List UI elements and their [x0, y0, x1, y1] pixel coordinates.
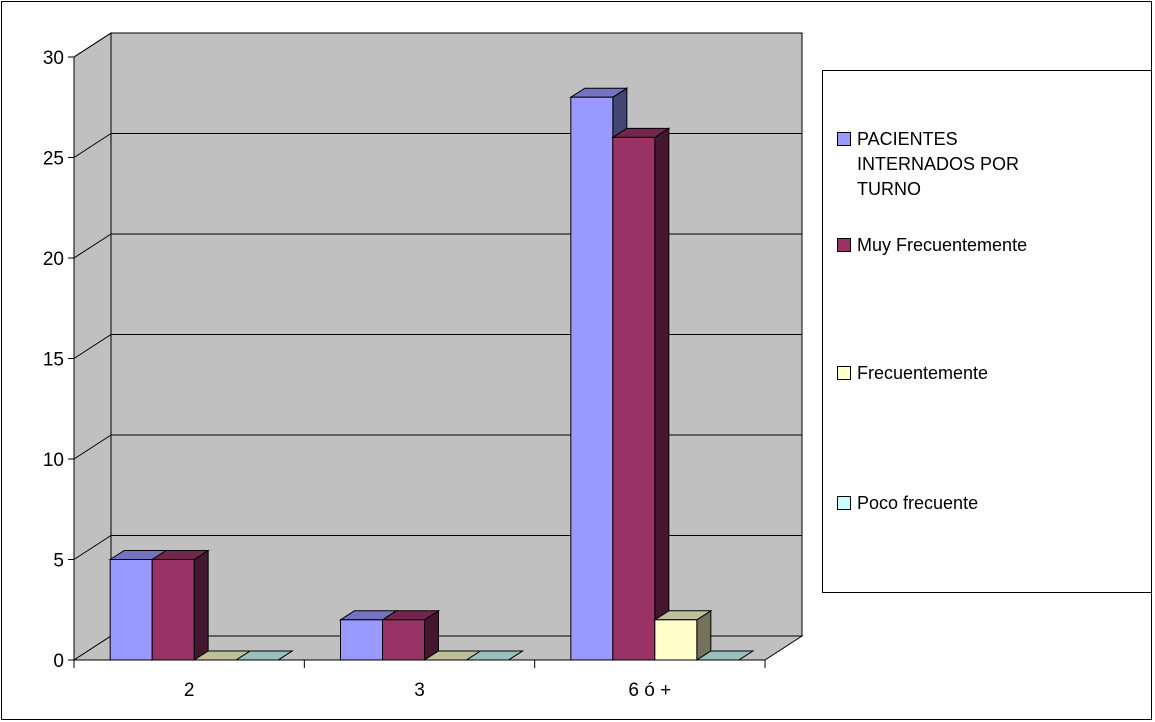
bar-0-1: [150, 549, 210, 661]
bar-front: [612, 136, 656, 661]
legend-label-frecuentemente: Frecuentemente: [857, 363, 989, 383]
x-tick-label-2: 6 ó +: [628, 680, 671, 701]
legend-item-frecuentemente: Frecuentemente: [837, 361, 1137, 386]
x-axis-ticks: 2 3 6 ó +: [73, 660, 766, 701]
y-tick-label-15: 15: [43, 350, 64, 371]
y-tick-label-5: 5: [53, 551, 64, 572]
gridline-diag-3: [73, 334, 112, 359]
legend: PACIENTES INTERNADOS POR TURNO Muy Frecu…: [822, 70, 1152, 593]
bar-2-2: [653, 609, 713, 661]
legend-label-pacientes: PACIENTES INTERNADOS POR TURNO: [857, 129, 1020, 199]
bar-1-1: [380, 609, 441, 661]
bar-top: [234, 650, 294, 661]
x-tick-label-0: 2: [184, 680, 195, 701]
bar-top: [695, 650, 755, 661]
gridline-diag-1: [73, 535, 112, 560]
legend-swatch-pacientes: [837, 132, 851, 146]
bar-1-3: [464, 650, 525, 661]
gridlines: [73, 32, 802, 560]
y-tick-label-20: 20: [43, 249, 64, 270]
legend-swatch-poco-frecuente: [837, 496, 851, 510]
bar-side: [654, 127, 670, 661]
x-tick-label-1: 3: [414, 680, 425, 701]
bar-2-1: [611, 127, 671, 661]
gridline-diag-5: [73, 133, 112, 158]
bar-front: [109, 559, 153, 661]
y-axis-ticks: 0 5 10 15 20 25 30: [43, 48, 74, 672]
bar-0-3: [234, 650, 294, 661]
bar-front: [382, 619, 425, 661]
legend-label-poco-frecuente: Poco frecuente: [857, 493, 979, 513]
bar-front: [570, 96, 614, 661]
y-tick-label-30: 30: [43, 48, 64, 69]
bar-2-3: [695, 650, 755, 661]
legend-item-muy-frecuentemente: Muy Frecuentemente: [837, 233, 1137, 258]
gridline-diag-2: [73, 434, 112, 460]
bar-top: [464, 650, 525, 661]
bar-front: [151, 559, 195, 661]
y-tick-label-25: 25: [43, 149, 64, 170]
legend-item-poco-frecuente: Poco frecuente: [837, 491, 1137, 516]
bar-front: [340, 619, 383, 661]
bar-front: [654, 619, 698, 661]
gridline-diag-6: [73, 32, 112, 58]
bar-side: [193, 549, 209, 661]
bars: [108, 87, 755, 661]
legend-swatch-frecuentemente: [837, 366, 851, 380]
y-tick-label-10: 10: [43, 450, 64, 471]
legend-swatch-muy-frecuentemente: [837, 238, 851, 252]
legend-item-pacientes: PACIENTES INTERNADOS POR TURNO: [837, 127, 1137, 202]
gridline-diag-4: [73, 233, 112, 259]
legend-label-muy-frecuentemente: Muy Frecuentemente: [857, 235, 1028, 255]
y-tick-label-0: 0: [53, 651, 64, 672]
